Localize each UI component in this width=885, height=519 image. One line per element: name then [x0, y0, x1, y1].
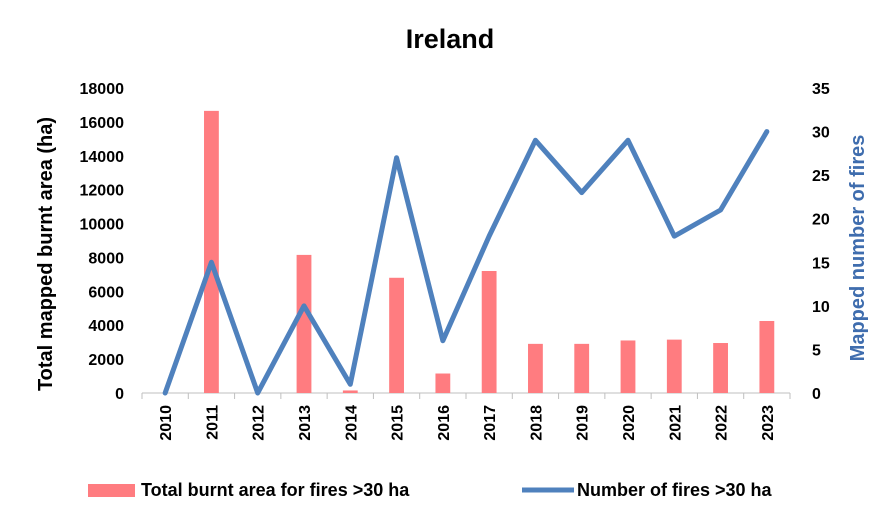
bar: [620, 340, 636, 393]
x-tick-label: 2019: [575, 405, 592, 441]
y2-tick-label: 5: [812, 342, 821, 359]
legend-label-bar: Total burnt area for fires >30 ha: [141, 480, 410, 500]
y2-tick-label: 15: [812, 255, 830, 272]
bar: [204, 110, 219, 393]
bar: [389, 277, 404, 393]
x-tick-label: 2018: [528, 405, 545, 441]
y-axis-label: Total mapped burnt area (ha): [35, 117, 57, 391]
y2-tick-label: 30: [812, 125, 830, 142]
y-tick-label: 0: [115, 386, 124, 403]
y-tick-label: 12000: [80, 183, 125, 200]
x-tick-label: 2011: [204, 405, 221, 440]
y-tick-label: 18000: [80, 81, 125, 98]
x-tick-label: 2021: [667, 405, 684, 441]
series-line: [162, 129, 770, 396]
legend: Total burnt area for fires >30 ha Number…: [88, 480, 773, 500]
y2-tick-label: 10: [812, 299, 830, 316]
legend-label-line: Number of fires >30 ha: [577, 480, 773, 500]
bar: [342, 390, 358, 393]
bar: [759, 320, 775, 393]
bar-series: [204, 110, 775, 393]
line-series: [162, 129, 770, 396]
bar: [528, 343, 543, 393]
y2-tick-label: 25: [812, 168, 830, 185]
axes: 2010 2011 2012 2013 2014 2015 2016 2017 2018 2019…: [80, 81, 830, 441]
y2-tick-label: 0: [812, 386, 821, 403]
y-tick-label: 2000: [88, 352, 124, 369]
x-tick-label: 2012: [251, 405, 268, 441]
y2-axis-label: Mapped number of fires: [847, 135, 869, 362]
x-tick-label: 2015: [390, 405, 407, 441]
bar: [666, 339, 682, 393]
x-tick-label: 2014: [343, 405, 360, 441]
x-tick-label: 2022: [714, 405, 731, 441]
x-tick-label: 2020: [621, 405, 638, 441]
x-tick-label: 2017: [482, 405, 499, 441]
y-tick-label: 6000: [88, 284, 124, 301]
x-tick-label: 2013: [297, 405, 314, 441]
x-tick-label: 2010: [158, 405, 175, 441]
bar: [296, 254, 312, 393]
bar: [574, 343, 590, 393]
bar: [435, 373, 451, 393]
y2-tick-label: 35: [812, 81, 830, 98]
bar: [481, 271, 497, 393]
x-tick-label: 2023: [760, 405, 777, 441]
y2-tick-label: 20: [812, 212, 830, 229]
y-tick-label: 14000: [80, 149, 125, 166]
y-tick-label: 8000: [88, 250, 124, 267]
y-tick-label: 10000: [80, 217, 125, 234]
x-tick-label: 2016: [436, 405, 453, 441]
bar: [713, 343, 728, 393]
y-tick-label: 16000: [80, 115, 125, 132]
legend-swatch-bar: [88, 484, 135, 497]
y-tick-label: 4000: [88, 318, 124, 335]
chart-title: Ireland: [406, 24, 495, 54]
